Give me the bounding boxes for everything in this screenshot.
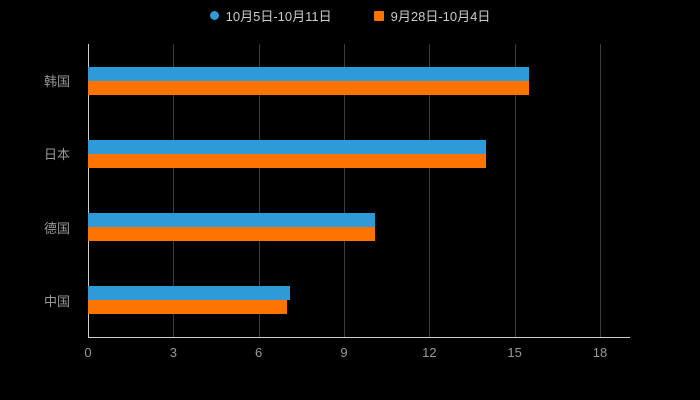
bar-category3-series1[interactable] bbox=[88, 213, 376, 228]
bar-category2-series2[interactable] bbox=[88, 153, 487, 168]
legend-label: 9月28日-10月4日 bbox=[390, 9, 491, 24]
bar-category3-series2[interactable] bbox=[88, 227, 376, 242]
chart-legend: 10月5日-10月11日 9月28日-10月4日 bbox=[0, 6, 700, 25]
y-axis-label: 韩国 bbox=[43, 74, 70, 90]
legend-label: 10月5日-10月11日 bbox=[225, 9, 332, 24]
gridline bbox=[344, 44, 345, 337]
gridline bbox=[173, 44, 175, 337]
x-axis-line bbox=[88, 337, 630, 338]
x-tick-label: 3 bbox=[169, 345, 177, 360]
bar-row bbox=[88, 117, 600, 190]
y-axis-labels: 韩国 日本 德国 中国 bbox=[0, 44, 80, 337]
bar-category4-series1[interactable] bbox=[88, 286, 290, 301]
plot-area bbox=[88, 44, 601, 337]
y-axis-label: 德国 bbox=[43, 220, 70, 236]
y-axis-label: 中国 bbox=[43, 293, 70, 309]
x-tick-label: 12 bbox=[422, 345, 437, 360]
gridline bbox=[429, 44, 431, 337]
gridline bbox=[600, 44, 601, 337]
bar-category1-series2[interactable] bbox=[88, 80, 529, 95]
bar-category1-series1[interactable] bbox=[88, 66, 529, 81]
bar-category2-series1[interactable] bbox=[88, 139, 487, 154]
legend-item-series2[interactable]: 9月28日-10月4日 bbox=[373, 6, 491, 25]
bar-row bbox=[88, 191, 600, 264]
x-tick-label: 18 bbox=[592, 345, 608, 360]
x-tick-label: 6 bbox=[255, 345, 263, 360]
x-axis-tick-labels: 0 3 6 9 12 15 18 bbox=[84, 341, 607, 363]
square-marker-icon bbox=[373, 10, 384, 21]
x-tick-label: 9 bbox=[340, 345, 348, 360]
gridline bbox=[258, 44, 260, 337]
gridline bbox=[514, 44, 516, 337]
x-tick-label: 15 bbox=[507, 345, 522, 360]
bar-row bbox=[88, 44, 600, 117]
y-axis-line bbox=[88, 44, 89, 337]
legend-item-series1[interactable]: 10月5日-10月11日 bbox=[209, 6, 332, 25]
bar-series-container bbox=[88, 44, 600, 337]
circle-marker-icon bbox=[209, 11, 219, 20]
bar-row bbox=[88, 264, 600, 337]
bar-category4-series2[interactable] bbox=[88, 300, 288, 315]
x-tick-label: 0 bbox=[84, 345, 92, 360]
y-axis-label: 日本 bbox=[43, 147, 70, 163]
